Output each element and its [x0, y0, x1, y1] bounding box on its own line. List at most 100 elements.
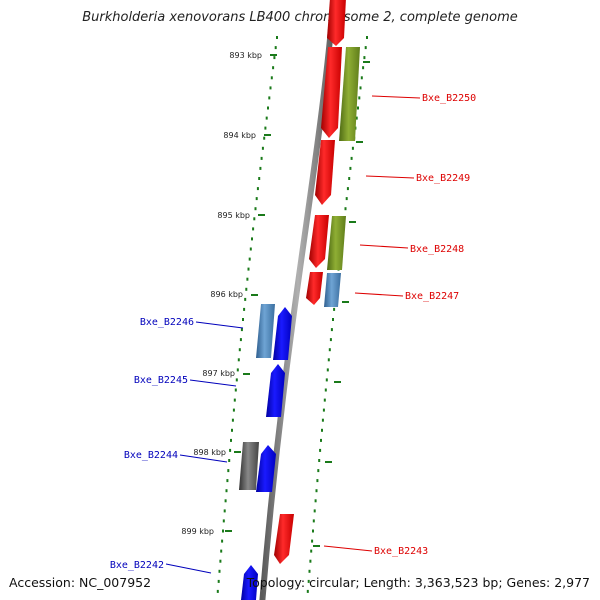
left-scale-dots [219, 559, 222, 563]
gene-label-Bxe_B2243[interactable]: Bxe_B2243 [374, 546, 428, 557]
left-scale-dots [218, 569, 221, 573]
left-scale-dots [256, 187, 259, 191]
right-scale-dots [360, 76, 363, 80]
right-scale-dots [321, 418, 324, 422]
left-scale-dots [231, 418, 234, 422]
kbp-label-893: 893 kbp [229, 51, 262, 60]
left-scale-dots [227, 469, 230, 473]
gene-Bxe_B2247-feature[interactable] [324, 273, 341, 307]
right-scale-dots [328, 348, 331, 352]
gene-Bxe_B2246-cds[interactable] [273, 307, 292, 360]
left-scale-dots [272, 66, 275, 70]
left-scale-dots [217, 579, 220, 583]
gene-Bxe_B2245-cds[interactable] [266, 364, 285, 417]
right-scale-dots [310, 549, 313, 553]
right-scale-dots [318, 459, 321, 462]
right-scale-dots [355, 116, 358, 120]
gene-Bxe_B2248-feature[interactable] [327, 216, 346, 270]
right-scale-dots [315, 489, 318, 493]
right-scale-dots [313, 509, 316, 513]
left-scale-dots [221, 539, 224, 543]
left-scale-dots [251, 237, 253, 241]
left-scale-dots [223, 509, 226, 513]
gene-Bxe_B2248-cds[interactable] [309, 215, 329, 268]
gene-Bxe_B2243-cds[interactable] [274, 514, 294, 564]
gene-label-Bxe_B2242[interactable]: Bxe_B2242 [110, 560, 164, 571]
left-scale-dots [225, 489, 228, 493]
right-scale-dots [308, 569, 311, 573]
left-scale-dots [253, 217, 256, 221]
kbp-label-895: 895 kbp [217, 211, 250, 220]
left-scale-dots [243, 307, 246, 311]
right-scale-ticks [313, 61, 370, 547]
left-scale-dots [220, 549, 223, 553]
gene-label-Bxe_B2247[interactable]: Bxe_B2247 [405, 291, 459, 302]
right-scale-dots [333, 307, 336, 311]
right-scale-dots [329, 338, 332, 342]
reverse-leader-lines [165, 321, 244, 574]
left-scale-dots [268, 96, 271, 100]
gene-Bxe_B2246-feature[interactable] [256, 304, 275, 358]
gene-label-Bxe_B2245[interactable]: Bxe_B2245 [134, 375, 188, 386]
right-scale-dots [312, 529, 314, 533]
reverse-features [239, 304, 292, 600]
left-scale-dots [228, 459, 231, 462]
right-scale-dots [330, 328, 333, 332]
right-scale-dots [309, 559, 312, 563]
right-scale-dots [363, 56, 366, 60]
kbp-label-896: 896 kbp [210, 290, 243, 299]
right-scale-dots [344, 207, 347, 211]
right-scale-dots [321, 428, 323, 432]
left-scale-dots [246, 277, 249, 281]
gene-Bxe_B2249-cds[interactable] [315, 140, 335, 205]
left-scale-dots [240, 328, 243, 332]
left-scale-dots [239, 338, 242, 342]
left-scale-dots [248, 257, 251, 261]
left-scale-dots [235, 378, 238, 382]
feature-top-partial[interactable] [327, 0, 346, 46]
map-title: Burkholderia xenovorans LB400 chromosome… [82, 10, 518, 25]
kbp-label-897: 897 kbp [202, 369, 235, 378]
left-scale-dots [244, 297, 247, 301]
left-scale-dots [247, 267, 250, 271]
gene-Bxe_B2250-cds[interactable] [321, 47, 342, 138]
gene-Bxe_B2247-cds[interactable] [306, 272, 323, 305]
accession-text: Accession: NC_007952 [9, 575, 152, 590]
topology-text: Topology: circular; Length: 3,363,523 bp… [246, 575, 590, 590]
left-scale-dots [236, 368, 239, 372]
gene-Bxe_B2242-cds[interactable] [241, 565, 258, 600]
gene-Bxe_B2250-feature[interactable] [339, 47, 360, 141]
gene-label-Bxe_B2244[interactable]: Bxe_B2244 [124, 450, 178, 461]
gene-label-Bxe_B2249[interactable]: Bxe_B2249 [416, 173, 470, 184]
right-scale-dots [348, 177, 351, 180]
forward-features [274, 0, 360, 564]
left-scale-dots [263, 136, 266, 140]
left-scale-dots [230, 438, 232, 442]
right-scale-dots [366, 36, 368, 39]
right-scale-dots [362, 66, 365, 70]
left-scale-dots [261, 146, 264, 150]
left-scale-dots [259, 166, 262, 170]
left-scale-dots [267, 106, 269, 110]
right-scale-dots [307, 579, 310, 583]
right-scale-dots [349, 166, 352, 170]
kbp-labels: 893 kbp 894 kbp 895 kbp 896 kbp 897 kbp … [181, 51, 262, 536]
kbp-ticks [225, 54, 277, 532]
gene-Bxe_B2244-feature[interactable] [239, 442, 259, 490]
left-scale-dots [273, 56, 276, 60]
gene-Bxe_B2244-cds[interactable] [256, 445, 276, 492]
genome-backbone [259, 0, 337, 600]
right-scale-dots [345, 197, 348, 201]
right-scale-dots [326, 368, 329, 372]
right-scale-dots [316, 479, 319, 483]
kbp-label-899: 899 kbp [181, 527, 214, 536]
gene-label-Bxe_B2248[interactable]: Bxe_B2248 [410, 244, 464, 255]
left-scale-dots [245, 287, 248, 291]
left-scale-dots [258, 177, 261, 180]
left-scale-dots [276, 36, 278, 39]
right-scale-dots [350, 156, 353, 160]
kbp-label-894: 894 kbp [223, 131, 256, 140]
gene-label-Bxe_B2246[interactable]: Bxe_B2246 [140, 317, 194, 328]
gene-label-Bxe_B2250[interactable]: Bxe_B2250 [422, 93, 476, 104]
kbp-label-898: 898 kbp [193, 448, 226, 457]
